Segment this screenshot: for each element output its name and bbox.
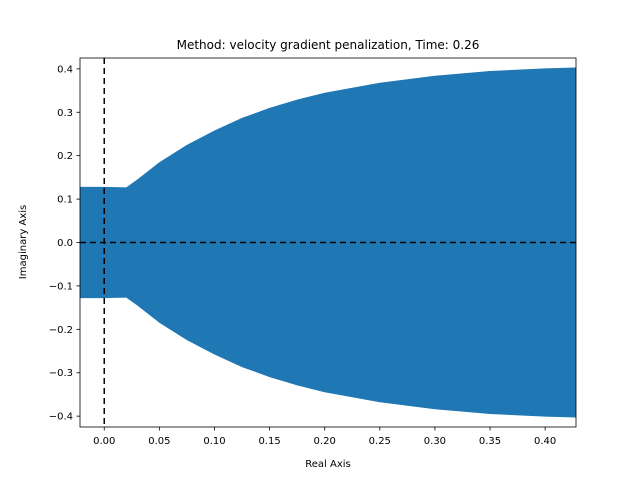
y-tick-label: −0.2 <box>49 325 73 336</box>
y-tick-label: 0.4 <box>57 64 73 75</box>
x-tick-label: 0.35 <box>479 436 501 447</box>
x-tick-label: 0.30 <box>424 436 446 447</box>
y-tick-label: 0.1 <box>57 195 73 206</box>
y-tick-label: −0.3 <box>49 368 73 379</box>
x-tick-label: 0.20 <box>314 436 336 447</box>
y-tick-label: 0.3 <box>57 108 73 119</box>
y-axis-label: Imaginary Axis <box>18 205 29 279</box>
x-axis-label: Real Axis <box>305 459 350 470</box>
x-tick-label: 0.15 <box>258 436 280 447</box>
y-axis-ticks: −0.4 −0.3 −0.2 −0.1 0.0 0.1 0.2 0.3 0.4 <box>49 64 80 423</box>
x-tick-label: 0.00 <box>93 436 115 447</box>
y-tick-label: −0.4 <box>49 412 73 423</box>
y-tick-label: −0.1 <box>49 281 73 292</box>
x-tick-label: 0.25 <box>369 436 391 447</box>
chart-title: Method: velocity gradient penalization, … <box>177 38 480 52</box>
y-tick-label: 0.2 <box>57 151 73 162</box>
y-tick-label: 0.0 <box>57 238 73 249</box>
stability-region-fill <box>80 67 576 418</box>
x-tick-label: 0.05 <box>148 436 170 447</box>
x-tick-label: 0.10 <box>203 436 225 447</box>
x-axis-ticks: 0.00 0.05 0.10 0.15 0.20 0.25 0.30 0.35 0.40 <box>93 427 556 447</box>
x-tick-label: 0.40 <box>534 436 556 447</box>
